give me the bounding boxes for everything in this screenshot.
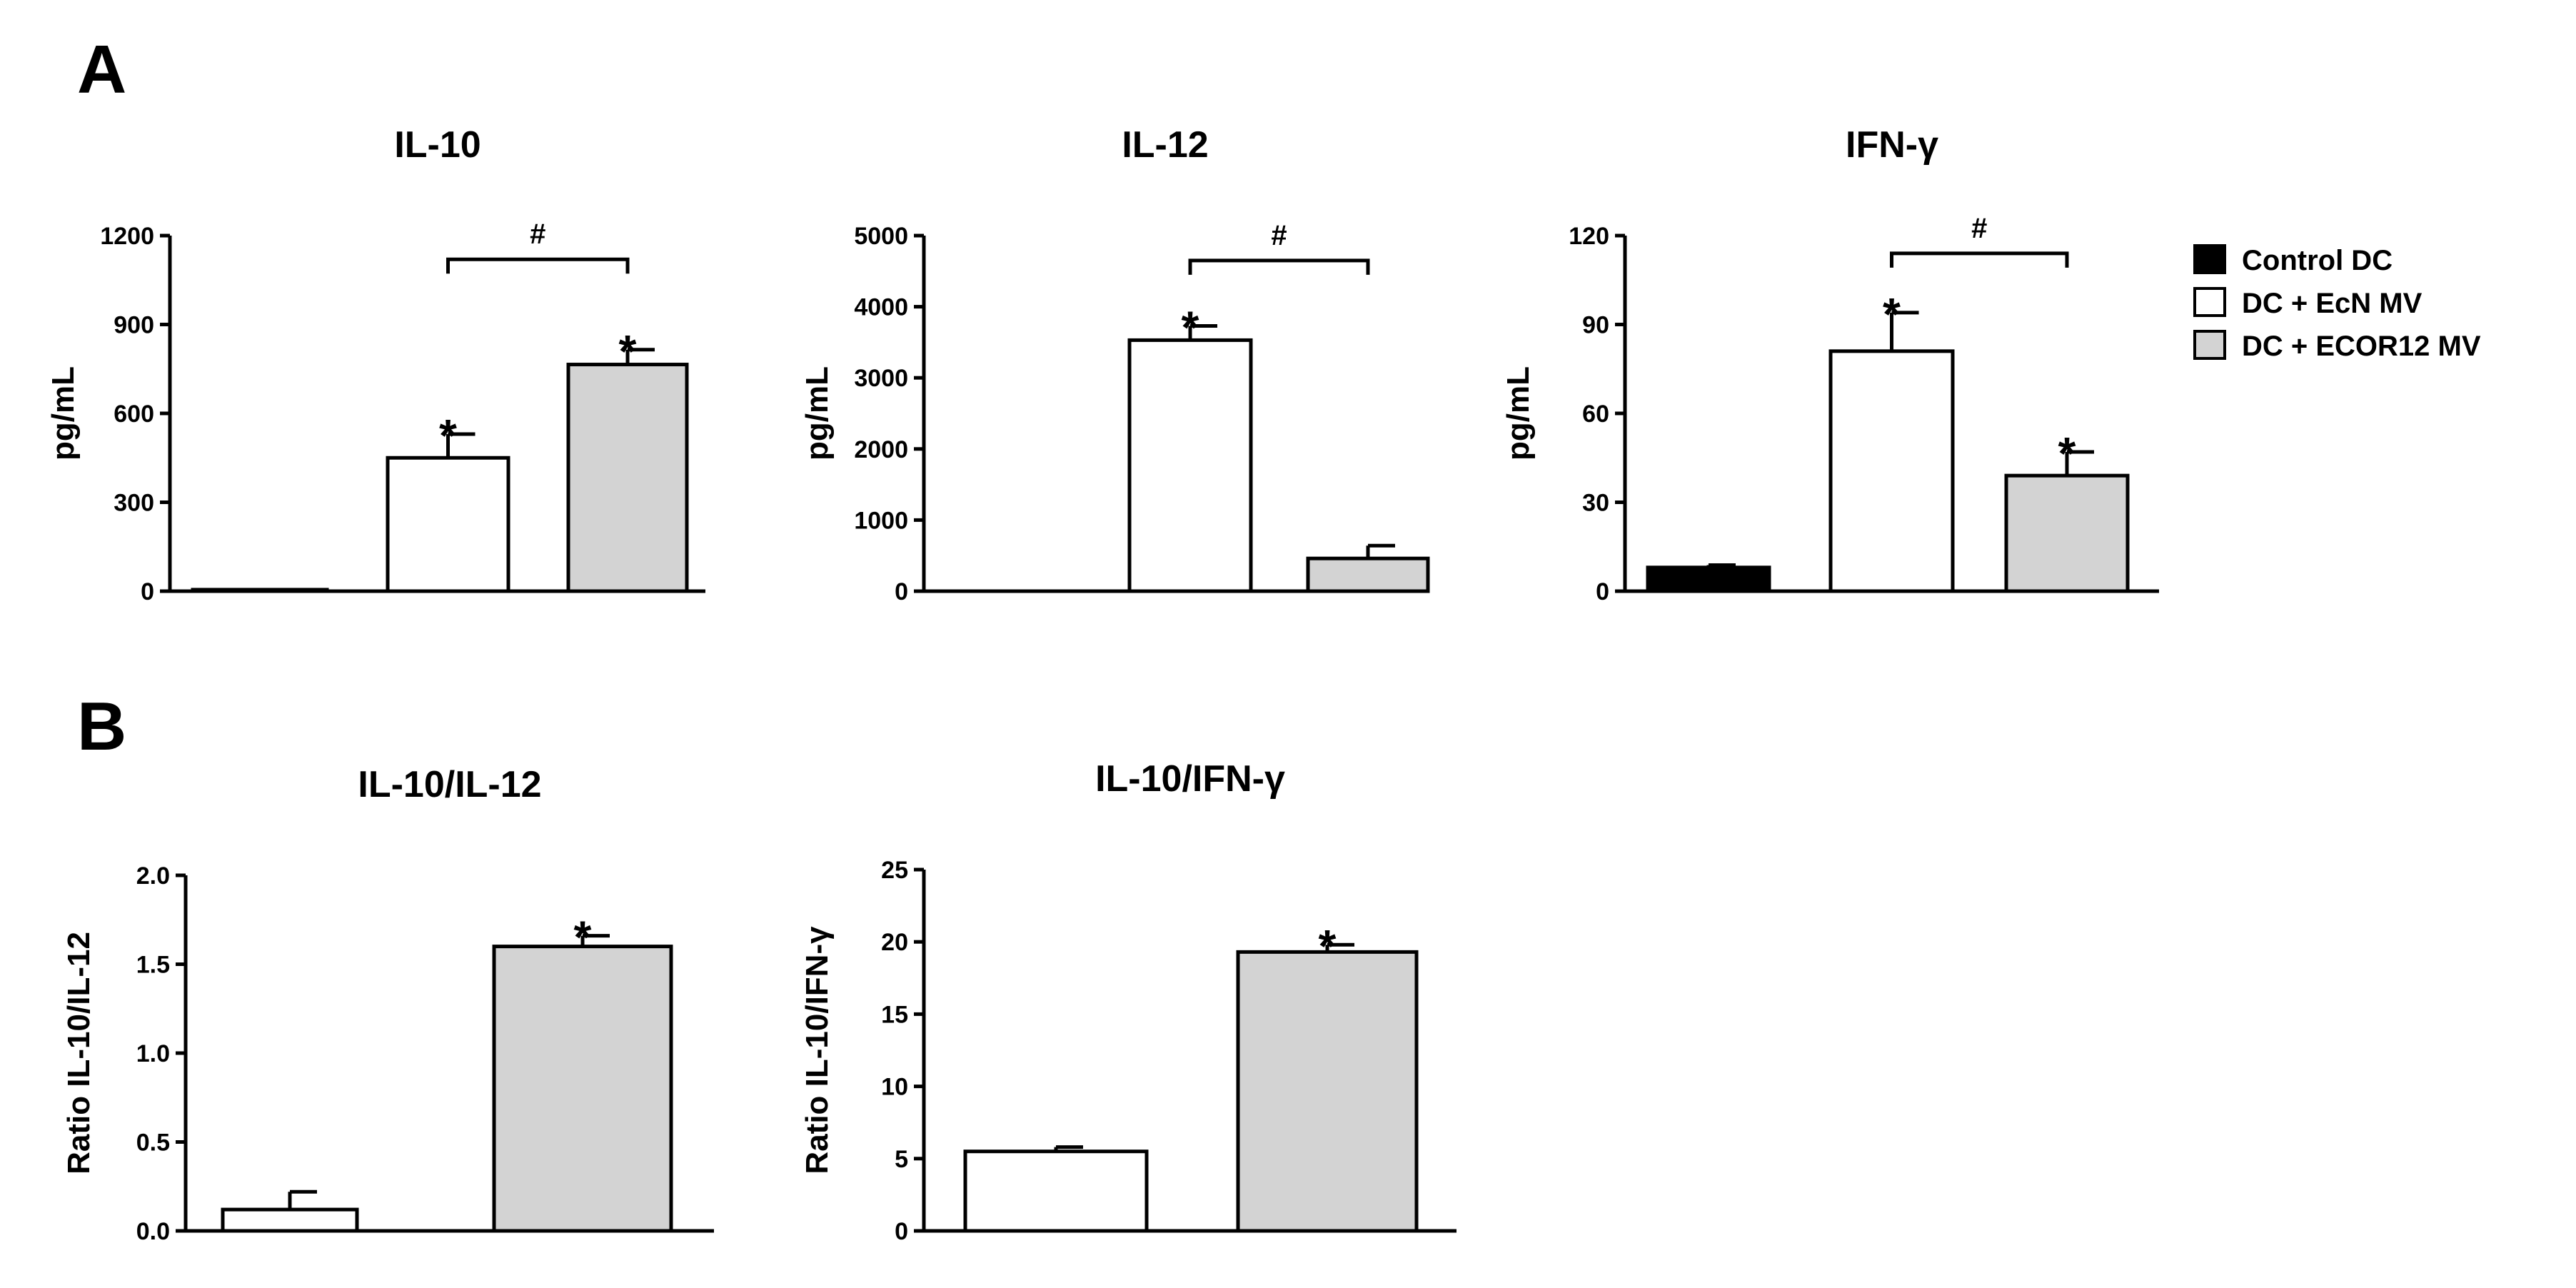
bar-dc-ecn-mv [221,1207,359,1233]
comparison-bracket [1890,251,2069,268]
y-tick-label: 120 [1569,223,1609,250]
significance-star: * [1319,920,1337,972]
chart-title: IL-10 [394,124,481,166]
significance-star: * [1883,288,1901,340]
y-tick-label: 600 [114,401,154,428]
y-tick-label: 5000 [854,223,908,250]
chart-ratio-il10-ifn-gamma: IL-10/IFN-γ Ratio IL-10/IFN-γ 0 5 10 15 20 25 * [800,758,1456,1245]
y-axis-label: pg/mL [1501,366,1536,461]
legend-swatch-control-dc [2193,244,2226,274]
chart-title: IFN-γ [1846,124,1938,166]
significance-star: * [439,410,457,461]
legend-swatch-dc-ecor12-mv [2193,330,2226,360]
legend-swatch-dc-ecn-mv [2193,287,2226,317]
comparison-bracket [1188,258,1370,275]
legend-label-dc-ecn-mv: DC + EcN MV [2242,288,2422,319]
significance-star: * [574,912,592,963]
significance-star: * [619,326,637,377]
bar-dc-ecn-mv [386,456,510,593]
chart-ifn-gamma: IFN-γ pg/mL 0 30 60 90 120 * * # [1501,124,2159,605]
y-tick-label: 1200 [100,223,154,250]
bar-dc-ecor12-mv [492,945,673,1233]
legend-label-control-dc: Control DC [2242,245,2393,276]
y-tick-label: 20 [881,929,908,956]
y-tick-label: 1.5 [136,952,170,979]
y-tick-label: 3000 [854,365,908,392]
y-tick-label: 15 [881,1001,908,1028]
chart-title: IL-10/IL-12 [358,764,541,805]
bar-dc-ecn-mv [1127,338,1253,593]
y-axis-label: pg/mL [800,366,835,461]
y-tick-label: 2.0 [136,862,170,890]
bar-control-dc [1646,565,1771,593]
legend: Control DC DC + EcN MV DC + ECOR12 MV [2193,244,2481,362]
bar-dc-ecor12-mv [1306,556,1430,593]
comparison-label: # [530,218,545,250]
y-tick-label: 2000 [854,436,908,463]
y-tick-label: 1000 [854,507,908,534]
chart-title: IL-10/IFN-γ [1095,758,1285,800]
y-tick-label: 0 [1596,578,1609,605]
bar-control-dc [191,588,329,593]
chart-title: IL-12 [1122,124,1208,166]
chart-il-10: IL-10 pg/mL 0 300 600 900 1200 * * # [46,124,705,605]
legend-label-dc-ecor12-mv: DC + ECOR12 MV [2242,331,2481,362]
chart-il-12: IL-12 pg/mL 0 1000 2000 3000 4000 5000 * # [800,124,1430,605]
y-tick-label: 900 [114,312,154,339]
panel-letter-a: A [77,31,126,108]
y-tick-label: 0.5 [136,1129,170,1157]
y-tick-label: 0 [141,578,154,605]
bar-dc-ecor12-mv [2004,473,2130,593]
bar-dc-ecor12-mv [566,363,689,593]
y-tick-label: 1.0 [136,1040,170,1067]
y-tick-label: 25 [881,857,908,884]
bar-dc-ecor12-mv [1236,950,1419,1233]
comparison-bracket [446,257,630,274]
comparison-label: # [1271,220,1287,251]
panel-letter-b: B [77,688,126,765]
significance-star: * [2058,428,2076,479]
chart-ratio-il10-il12: IL-10/IL-12 Ratio IL-10/IL-12 0.0 0.5 1.0 1.5… [61,764,714,1245]
y-tick-label: 4000 [854,294,908,321]
y-tick-label: 90 [1582,312,1609,339]
y-tick-label: 0 [895,1218,908,1245]
bar-dc-ecn-mv [963,1149,1149,1233]
y-tick-label: 300 [114,490,154,517]
y-tick-label: 0 [895,578,908,605]
y-tick-label: 5 [895,1146,908,1173]
bar-dc-ecn-mv [1828,349,1955,593]
y-axis-label: Ratio IL-10/IFN-γ [800,926,835,1174]
comparison-label: # [1971,213,1987,244]
significance-star: * [1182,301,1199,353]
y-tick-label: 30 [1582,490,1609,517]
y-axis-label: pg/mL [46,366,81,461]
y-tick-label: 60 [1582,401,1609,428]
y-tick-label: 0.0 [136,1218,170,1245]
y-tick-label: 10 [881,1074,908,1101]
y-axis-label: Ratio IL-10/IL-12 [61,932,96,1174]
